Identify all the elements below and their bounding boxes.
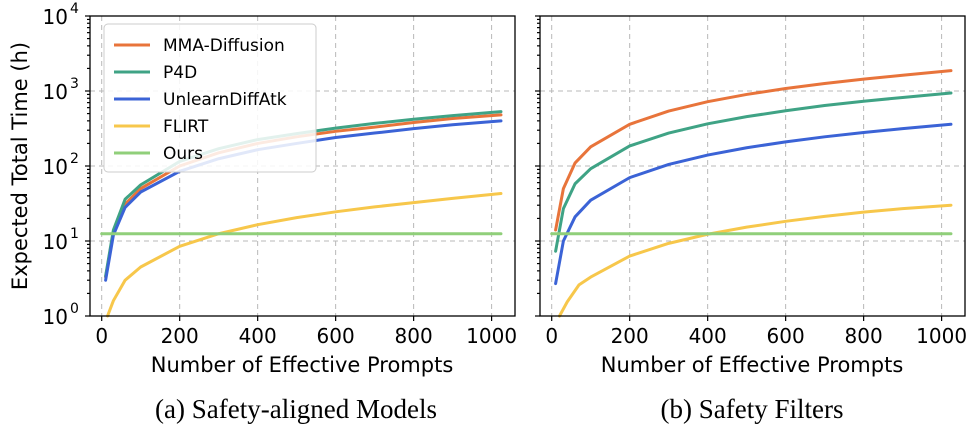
y-tick-label-10: 10 bbox=[43, 230, 68, 254]
x-ticks: 0 200 400 600 800 1000 bbox=[85, 15, 517, 348]
y-tick-label-10000: 10 bbox=[43, 5, 68, 29]
series-flirt bbox=[106, 191, 503, 318]
x-tick-label: 0 bbox=[95, 324, 108, 348]
caption-b: (b) Safety Filters bbox=[661, 394, 844, 424]
legend-label-unlearndiffatk: UnlearnDiffAtk bbox=[163, 90, 287, 110]
y-tick-exp-100: 2 bbox=[70, 151, 79, 167]
x-tick-label: 400 bbox=[239, 324, 277, 348]
x-ticks: 0 200 400 600 800 1000 bbox=[535, 15, 967, 348]
legend-box bbox=[103, 23, 317, 173]
y-tick-exp-10: 1 bbox=[70, 226, 79, 242]
legend-label-mma-diffusion: MMA-Diffusion bbox=[163, 36, 285, 56]
x-tick-label: 200 bbox=[611, 324, 649, 348]
caption-a: (a) Safety-aligned Models bbox=[155, 394, 437, 424]
x-tick-label: 600 bbox=[317, 324, 355, 348]
legend-label-ours: Ours bbox=[163, 144, 203, 164]
x-axis-label: Number of Effective Prompts bbox=[151, 353, 454, 377]
x-tick-label: 200 bbox=[161, 324, 199, 348]
grid-lines bbox=[540, 16, 965, 316]
y-tick-exp-10000: 4 bbox=[70, 1, 79, 17]
x-tick-label: 1000 bbox=[466, 324, 517, 348]
y-tick-label-1: 10 bbox=[43, 305, 68, 329]
legend-label-flirt: FLIRT bbox=[163, 117, 209, 137]
series-flirt bbox=[558, 203, 953, 318]
y-axis-label: Expected Total Time (h) bbox=[8, 42, 32, 290]
y-tick-label-1000: 10 bbox=[43, 80, 68, 104]
y-tick-exp-1000: 3 bbox=[70, 76, 79, 92]
y-tick-exp-1: 0 bbox=[70, 301, 79, 317]
panel-safety-aligned-models: 0 200 400 600 800 1000 10 0 10 1 10 2 10 3 10… bbox=[8, 1, 517, 424]
x-tick-label: 800 bbox=[395, 324, 433, 348]
legend: MMA-Diffusion P4D UnlearnDiffAtk FLIRT O… bbox=[103, 23, 317, 173]
x-tick-label: 600 bbox=[767, 324, 805, 348]
y-ticks: 10 0 10 1 10 2 10 3 10 4 bbox=[43, 1, 79, 329]
x-tick-label: 800 bbox=[845, 324, 883, 348]
x-tick-label: 400 bbox=[689, 324, 727, 348]
series-lines bbox=[550, 69, 953, 318]
series-mma-diffusion bbox=[554, 69, 953, 232]
x-tick-label: 0 bbox=[545, 324, 558, 348]
x-axis-label: Number of Effective Prompts bbox=[601, 353, 904, 377]
x-tick-label: 1000 bbox=[916, 324, 967, 348]
y-tick-label-100: 10 bbox=[43, 155, 68, 179]
series-unlearndiffatk bbox=[554, 122, 953, 286]
series-p4d bbox=[554, 91, 953, 253]
legend-label-p4d: P4D bbox=[163, 63, 197, 83]
panel-safety-filters: 0 200 400 600 800 1000 Number of Effective Pr… bbox=[535, 15, 967, 424]
